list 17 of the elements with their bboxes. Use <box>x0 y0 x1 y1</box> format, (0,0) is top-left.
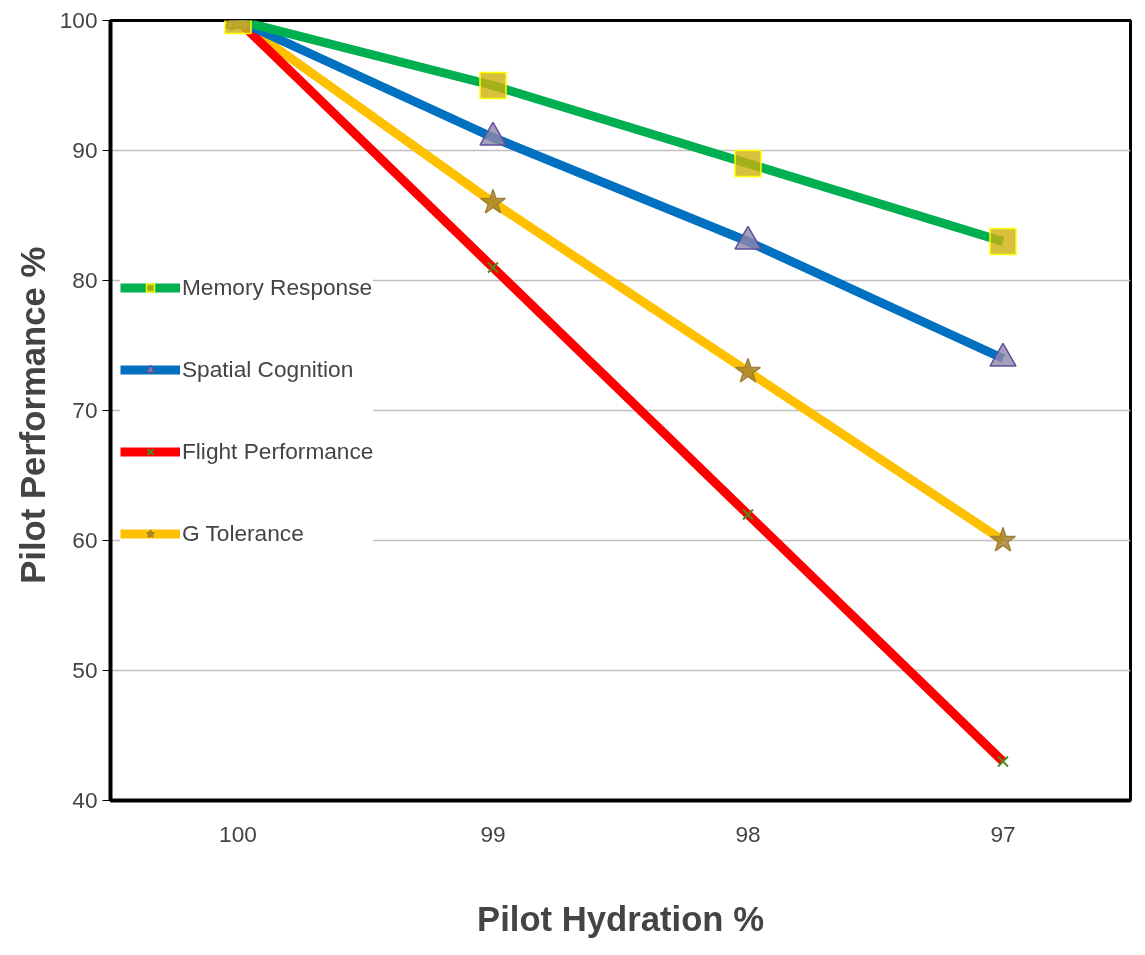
x-tick-label: 97 <box>990 820 1016 847</box>
y-tick-label: 50 <box>72 657 98 683</box>
y-axis-title: Pilot Performance % <box>13 246 52 584</box>
y-tick-label: 40 <box>72 787 98 813</box>
x-tick-label: 100 <box>219 820 257 847</box>
legend-label: Spatial Cognition <box>182 355 354 383</box>
y-tick-label: 80 <box>72 267 98 293</box>
legend-label: Flight Performance <box>182 437 374 465</box>
x-tick-label: 98 <box>735 820 761 847</box>
y-tick-label: 90 <box>72 137 98 163</box>
y-tick-label: 70 <box>72 397 98 423</box>
legend-label: G Tolerance <box>182 519 304 547</box>
y-tick-label: 100 <box>59 7 98 33</box>
legend-label: Memory Response <box>182 273 373 301</box>
x-tick-label: 99 <box>480 820 506 847</box>
y-tick-label: 60 <box>72 527 98 553</box>
x-axis-title: Pilot Hydration % <box>477 899 764 938</box>
